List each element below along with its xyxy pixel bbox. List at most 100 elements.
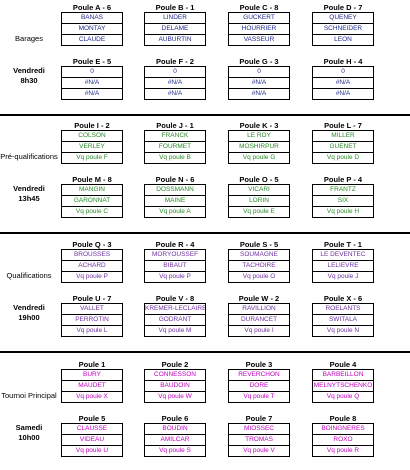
pool-entry: DURANCET	[229, 314, 289, 325]
section-label: Pré-qualifications	[0, 152, 58, 161]
pool-entry: VERLEY	[62, 141, 122, 152]
pool-entry: GUCKERT	[243, 14, 275, 21]
pool-entry: MIOSSEC	[244, 425, 274, 432]
section-separator	[0, 114, 410, 116]
pool-box: MILLER GUENET Vq poule D	[312, 130, 374, 164]
pool-entry: Vq poule C	[62, 206, 122, 217]
pool-entry: Vq poule Q	[313, 391, 373, 402]
pool-title: Poule 1	[78, 360, 106, 369]
pool-entry: MOSHIRPUR	[229, 141, 289, 152]
pool-entry: Vq poule O	[229, 271, 289, 282]
pool-entry: PERROTIN	[62, 314, 122, 325]
pool-entry: ROELANTS	[325, 305, 361, 312]
section-time: 8h30	[20, 76, 38, 85]
pool-entry: MORYOUSSEF	[151, 251, 199, 258]
pool-title: Poule L - 7	[324, 121, 362, 130]
pool-entry: CLAUDE	[62, 34, 122, 45]
pool-entry: LINDER	[163, 14, 187, 21]
pool-box: RAVILLION DURANCET Vq poule I	[228, 303, 290, 337]
pool-entry: BOUDIN	[162, 425, 188, 432]
pool-entry: Vq poule R	[313, 445, 373, 456]
pool-title: Poule 5	[78, 414, 106, 423]
pool-title: Poule Q - 3	[72, 240, 112, 249]
pool-entry: ROXO	[313, 434, 373, 445]
pool-box: REVERCHON DORE Vq poule T	[228, 369, 290, 403]
pool-title: Poule 8	[329, 414, 357, 423]
pool-title: Poule U - 7	[72, 294, 112, 303]
pool-title: Poule K - 3	[239, 121, 279, 130]
pool-entry: 0	[173, 68, 177, 75]
section-separator	[0, 232, 410, 234]
section-day: Vendredi	[13, 184, 45, 193]
pool-entry: BIBAUT	[145, 260, 205, 271]
pool-box: MANGIN GARONNAT Vq poule C	[61, 184, 123, 218]
pool-entry: RAVILLION	[242, 305, 276, 312]
section-time: 10h00	[18, 433, 40, 442]
pool-entry: Vq poule U	[62, 445, 122, 456]
pool-box: KREMER-LECLAIRE GODRANT Vq poule M	[144, 303, 206, 337]
pool-entry: Vq poule V	[229, 445, 289, 456]
pool-title: Poule I - 2	[74, 121, 110, 130]
pool-entry: ACHARD	[62, 260, 122, 271]
section-label: Barages	[15, 34, 43, 43]
pool-title: Poule M - 8	[72, 175, 112, 184]
pool-box: CLAUSSE VIDEAU Vq poule U	[61, 423, 123, 457]
pool-entry: MILLER	[331, 132, 355, 139]
pool-box: CONNESSON BAUDOIN Vq poule W	[144, 369, 206, 403]
pool-entry: LE DEVENTEC	[320, 251, 366, 258]
pool-box: BOINGNERES ROXO Vq poule R	[312, 423, 374, 457]
pool-box: LINDER DELAME AUBURTIN	[144, 12, 206, 46]
pool-entry: AUBURTIN	[145, 34, 205, 45]
pool-entry: TROMAS	[229, 434, 289, 445]
pool-entry: DELAME	[145, 23, 205, 34]
pool-entry: #N/A	[62, 77, 122, 88]
pool-entry: Vq poule H	[313, 206, 373, 217]
pool-entry: LEON	[313, 34, 373, 45]
pool-entry: VASSEUR	[229, 34, 289, 45]
pool-entry: Vq poule T	[229, 391, 289, 402]
pool-box: GUCKERT HOURRIER VASSEUR	[228, 12, 290, 46]
section-time: 13h45	[18, 194, 40, 203]
pool-entry: #N/A	[145, 88, 205, 99]
pool-entry: VALLET	[80, 305, 104, 312]
pool-box: BANAS MONTAY CLAUDE	[61, 12, 123, 46]
pool-entry: Vq poule J	[313, 271, 373, 282]
section-day: Vendredi	[13, 303, 45, 312]
pool-entry: Vq poule P	[145, 271, 205, 282]
pool-entry: 0	[90, 68, 94, 75]
pool-entry: Vq poule I	[229, 325, 289, 336]
pool-box: COLSON VERLEY Vq poule F	[61, 130, 123, 164]
pool-title: Poule S - 5	[239, 240, 279, 249]
pool-entry: Vq poule S	[145, 445, 205, 456]
pool-title: Poule A - 6	[72, 3, 112, 12]
pool-entry: Vq poule F	[62, 152, 122, 163]
pool-title: Poule 2	[161, 360, 189, 369]
pool-entry: Vq poule N	[313, 325, 373, 336]
pool-entry: #N/A	[313, 77, 373, 88]
pool-box: BARBEILLON MELNYTSCHENKO Vq poule Q	[312, 369, 374, 403]
pool-entry: Vq poule A	[145, 206, 205, 217]
pool-entry: Vq poule L	[62, 325, 122, 336]
pool-box: 0 #N/A #N/A	[144, 66, 206, 100]
pool-box: LE DEVENTEC LELIEVRE Vq poule J	[312, 249, 374, 283]
pool-entry: SWITALA	[313, 314, 373, 325]
pool-title: Poule N - 6	[155, 175, 195, 184]
pool-entry: 0	[257, 68, 261, 75]
pool-entry: BAUDOIN	[145, 380, 205, 391]
pool-entry: MONTAY	[62, 23, 122, 34]
pool-entry: FRANTZ	[330, 186, 356, 193]
pool-box: SOUMAGNE TACHOIRE Vq poule O	[228, 249, 290, 283]
pool-box: 0 #N/A #N/A	[61, 66, 123, 100]
pool-entry: 0	[341, 68, 345, 75]
pool-entry: Vq poule X	[62, 391, 122, 402]
pool-entry: DORE	[229, 380, 289, 391]
pool-title: Poule T - 1	[324, 240, 362, 249]
pool-entry: CONNESSON	[154, 371, 196, 378]
pool-entry: #N/A	[313, 88, 373, 99]
pool-box: FRANTZ SIX Vq poule H	[312, 184, 374, 218]
pool-entry: #N/A	[229, 88, 289, 99]
pool-entry: GODRANT	[145, 314, 205, 325]
pool-box: 0 #N/A #N/A	[228, 66, 290, 100]
pool-entry: Vq poule G	[229, 152, 289, 163]
pool-entry: MANGIN	[79, 186, 105, 193]
